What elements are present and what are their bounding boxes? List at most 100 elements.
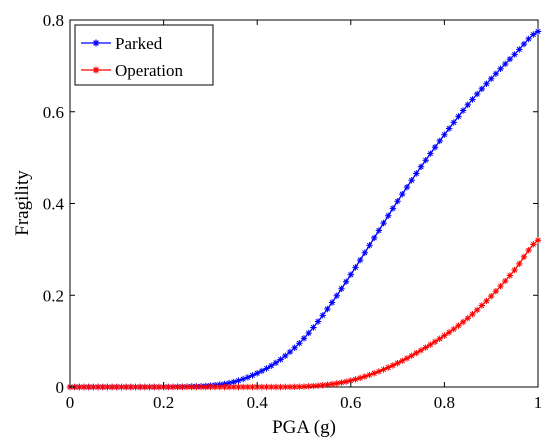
- data-point-marker: [310, 324, 317, 331]
- data-point-marker: [319, 382, 326, 389]
- data-point-marker: [492, 288, 500, 295]
- data-point-marker: [459, 318, 467, 326]
- data-point-marker: [324, 381, 331, 388]
- data-point-marker: [436, 137, 443, 145]
- data-point-marker: [80, 383, 88, 391]
- data-point-marker: [492, 70, 500, 77]
- data-point-marker: [389, 205, 397, 212]
- data-point-marker: [389, 362, 397, 369]
- y-tick-label: 0.8: [43, 11, 64, 30]
- data-point-marker: [361, 249, 369, 256]
- data-point-marker: [469, 310, 476, 318]
- data-point-marker: [113, 383, 120, 391]
- data-point-marker: [183, 383, 191, 391]
- data-point-marker: [286, 348, 294, 356]
- data-point-marker: [534, 237, 542, 244]
- data-point-marker: [239, 375, 247, 383]
- data-point-marker: [230, 378, 237, 386]
- legend-marker: [92, 39, 100, 47]
- data-point-marker: [445, 329, 453, 336]
- data-point-marker: [516, 46, 523, 53]
- chart-marks: [66, 28, 542, 391]
- data-point-marker: [375, 227, 383, 234]
- data-point-marker: [338, 379, 345, 386]
- data-point-marker: [249, 372, 256, 379]
- data-point-marker: [244, 374, 252, 381]
- data-point-marker: [403, 183, 411, 191]
- data-point-marker: [268, 383, 275, 391]
- data-point-marker: [403, 355, 411, 362]
- data-point-marker: [225, 383, 233, 391]
- y-tick-label: 0.4: [43, 195, 65, 214]
- data-point-marker: [296, 383, 303, 390]
- data-point-marker: [473, 90, 481, 98]
- data-point-marker: [352, 376, 359, 383]
- data-point-marker: [169, 383, 177, 391]
- data-point-marker: [132, 383, 139, 391]
- data-point-marker: [455, 113, 462, 120]
- data-point-marker: [464, 314, 471, 322]
- data-point-marker: [431, 144, 439, 151]
- data-point-marker: [525, 246, 532, 254]
- data-point-marker: [441, 332, 448, 339]
- data-point-marker: [445, 125, 453, 132]
- data-point-marker: [272, 383, 280, 391]
- data-point-marker: [380, 366, 387, 373]
- data-point-marker: [399, 357, 406, 364]
- data-point-marker: [314, 382, 322, 389]
- data-point-marker: [488, 292, 495, 300]
- data-point-marker: [249, 383, 256, 391]
- data-point-marker: [356, 256, 364, 264]
- x-tick-label: 0.8: [434, 393, 455, 412]
- data-point-marker: [394, 198, 401, 205]
- data-point-marker: [146, 383, 153, 391]
- data-point-marker: [422, 156, 429, 164]
- data-point-marker: [413, 170, 420, 177]
- data-point-marker: [366, 242, 373, 249]
- data-point-marker: [324, 305, 331, 313]
- data-point-marker: [225, 379, 233, 387]
- data-point-marker: [497, 65, 504, 72]
- data-point-marker: [338, 285, 345, 292]
- data-point-marker: [90, 383, 97, 391]
- data-point-marker: [207, 383, 214, 391]
- data-point-marker: [235, 377, 242, 384]
- data-point-marker: [328, 299, 336, 306]
- data-point-marker: [94, 383, 102, 391]
- data-point-marker: [488, 75, 495, 82]
- legend-label: Parked: [115, 34, 163, 53]
- data-point-marker: [85, 383, 92, 391]
- data-point-marker: [230, 383, 237, 391]
- data-point-marker: [371, 234, 378, 242]
- data-point-marker: [216, 383, 223, 391]
- data-point-marker: [277, 356, 284, 363]
- data-point-marker: [76, 383, 83, 391]
- data-point-marker: [137, 383, 144, 391]
- x-axis-ticks: 0 0.2 0.4 0.6 0.8 1: [66, 20, 542, 412]
- series-operation: [66, 237, 542, 391]
- data-point-marker: [417, 347, 425, 354]
- data-point-marker: [118, 383, 125, 391]
- data-point-marker: [380, 219, 387, 227]
- data-point-marker: [371, 370, 378, 377]
- data-point-marker: [534, 28, 542, 35]
- data-point-marker: [235, 383, 242, 391]
- data-point-marker: [385, 364, 392, 371]
- data-point-marker: [506, 55, 514, 63]
- y-axis-label: Fragility: [12, 170, 33, 236]
- data-point-marker: [478, 302, 486, 309]
- data-point-marker: [347, 377, 354, 384]
- data-point-marker: [441, 131, 448, 138]
- data-point-marker: [282, 352, 289, 360]
- data-point-marker: [502, 277, 509, 285]
- data-point-marker: [385, 212, 392, 219]
- data-point-marker: [314, 318, 322, 325]
- data-point-marker: [263, 383, 270, 391]
- legend: Parked Operation: [74, 24, 214, 86]
- data-point-marker: [525, 35, 532, 43]
- data-point-marker: [431, 338, 439, 345]
- data-point-marker: [455, 322, 462, 329]
- data-point-marker: [450, 325, 457, 333]
- data-point-marker: [502, 60, 509, 68]
- data-point-marker: [347, 271, 354, 278]
